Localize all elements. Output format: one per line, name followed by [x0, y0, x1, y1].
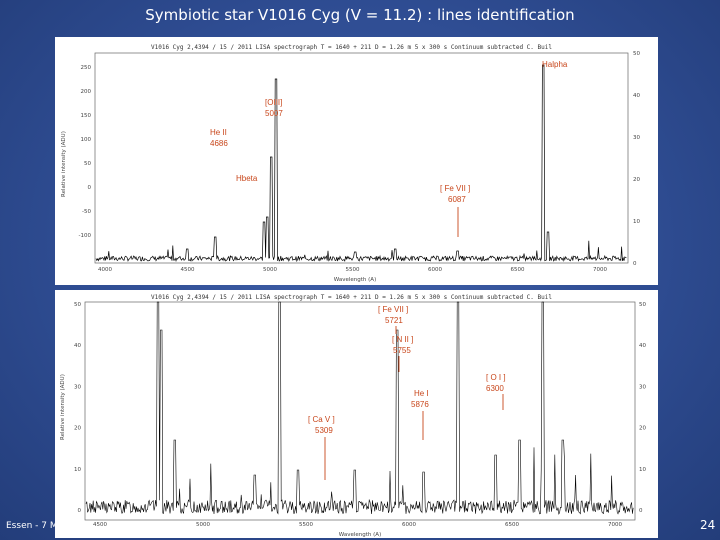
tick-label: 4000	[98, 267, 112, 273]
tick-label: 20	[639, 426, 646, 432]
tick-label: 10	[639, 467, 646, 473]
tick-label: 4500	[181, 267, 195, 273]
label-heii-wavelength: 4686	[210, 139, 228, 148]
tick-label: 50	[84, 161, 91, 167]
tick-label: 6500	[511, 267, 525, 273]
slide-title: Symbiotic star V1016 Cyg (V = 11.2) : li…	[145, 6, 575, 24]
bottom-plot-header: V1016 Cyg 2,4394 / 15 / 2011 LISA spectr…	[151, 294, 552, 301]
label-fevii-b-wavelength: 5721	[385, 316, 403, 325]
bottom-x-ticks: 4500 5000 5500 6000 6500 7000	[93, 522, 622, 528]
tick-label: 40	[633, 93, 640, 99]
top-spectrum-line	[95, 64, 627, 263]
tick-label: 0	[78, 508, 82, 514]
tick-label: 6000	[428, 267, 442, 273]
tick-label: 10	[633, 219, 640, 225]
tick-label: 5500	[299, 522, 313, 528]
top-y-axis-label: Relative intensity (ADU)	[61, 131, 67, 197]
tick-label: 150	[81, 113, 92, 119]
tick-label: 50	[74, 302, 81, 308]
label-oiii-wavelength: 5007	[265, 109, 283, 118]
top-x-ticks: 4000 4500 5000 5500 6000 6500 7000	[98, 267, 607, 273]
tick-label: -100	[79, 233, 92, 239]
bottom-y-ticks-right: 50 40 30 20 10 0	[639, 302, 646, 514]
footer-text: Essen - 7 M	[6, 521, 58, 531]
bottom-spectrum-plot: V1016 Cyg 2,4394 / 15 / 2011 LISA spectr…	[55, 290, 658, 538]
top-plot-header: V1016 Cyg 2,4394 / 15 / 2011 LISA spectr…	[151, 44, 552, 51]
tick-label: 6000	[402, 522, 416, 528]
tick-label: 250	[81, 65, 92, 71]
tick-label: 6500	[505, 522, 519, 528]
tick-label: 5000	[196, 522, 210, 528]
bottom-x-axis-label: Wavelength (A)	[339, 532, 381, 538]
label-heii: He II	[210, 128, 227, 137]
tick-label: 20	[74, 426, 81, 432]
label-halpha: Halpha	[542, 60, 568, 69]
tick-label: 5000	[263, 267, 277, 273]
tick-label: 40	[639, 343, 646, 349]
label-oi-wavelength: 6300	[486, 384, 504, 393]
label-nii: [ N II ]	[392, 335, 413, 344]
top-y-ticks-left: 250 200 150 100 50 0 -50 -100	[79, 65, 92, 239]
label-fevii-wavelength: 6087	[448, 195, 466, 204]
tick-label: 4500	[93, 522, 107, 528]
tick-label: 50	[639, 302, 646, 308]
label-hbeta: Hbeta	[236, 174, 258, 183]
tick-label: 0	[639, 508, 643, 514]
label-cav: [ Ca V ]	[308, 415, 335, 424]
tick-label: 30	[74, 384, 81, 390]
label-oiii: [OIII]	[265, 98, 282, 107]
tick-label: 40	[74, 343, 81, 349]
tick-label: 100	[81, 137, 92, 143]
label-cav-wavelength: 5309	[315, 426, 333, 435]
label-hei-wavelength: 5876	[411, 400, 429, 409]
bottom-y-axis-label: Relative intensity (ADU)	[60, 374, 66, 440]
bottom-y-ticks-left: 50 40 30 20 10 0	[74, 302, 82, 514]
label-fevii: [ Fe VII ]	[440, 184, 470, 193]
label-hei: He I	[414, 389, 429, 398]
page-number: 24	[700, 518, 716, 532]
label-nii-wavelength: 5755	[393, 346, 411, 355]
top-spectrum-plot: V1016 Cyg 2,4394 / 15 / 2011 LISA spectr…	[55, 37, 658, 285]
tick-label: 7000	[593, 267, 607, 273]
tick-label: 0	[633, 261, 637, 267]
top-spectrum-svg: V1016 Cyg 2,4394 / 15 / 2011 LISA spectr…	[61, 44, 640, 283]
tick-label: 7000	[608, 522, 622, 528]
bottom-spectrum-line	[85, 301, 634, 515]
top-x-axis-label: Wavelength (A)	[334, 277, 376, 283]
top-y-ticks-right: 50 40 30 20 10 0	[633, 51, 640, 267]
tick-label: 10	[74, 467, 81, 473]
tick-label: 200	[81, 89, 92, 95]
bottom-spectrum-svg: V1016 Cyg 2,4394 / 15 / 2011 LISA spectr…	[60, 294, 646, 538]
label-oi: [ O I ]	[486, 373, 506, 382]
tick-label: 30	[633, 135, 640, 141]
tick-label: 30	[639, 384, 646, 390]
tick-label: 50	[633, 51, 640, 57]
label-fevii-b: [ Fe VII ]	[378, 305, 408, 314]
tick-label: 0	[88, 185, 92, 191]
tick-label: 5500	[346, 267, 360, 273]
top-plot-frame	[94, 52, 629, 264]
tick-label: -50	[82, 209, 91, 215]
bottom-plot-frame	[84, 301, 636, 521]
tick-label: 20	[633, 177, 640, 183]
